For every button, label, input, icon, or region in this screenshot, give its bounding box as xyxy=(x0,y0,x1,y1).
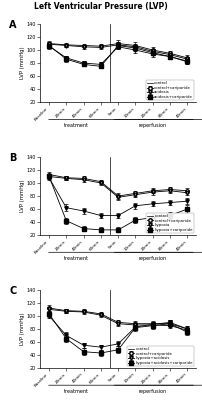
Text: Left Ventricular Pressure (LVP): Left Ventricular Pressure (LVP) xyxy=(34,2,168,11)
Text: treatment: treatment xyxy=(64,123,89,128)
Legend: control, control+cariporide, hypoxia, hypoxia+cariporide: control, control+cariporide, hypoxia, hy… xyxy=(146,213,194,233)
Y-axis label: LVP (mmHg): LVP (mmHg) xyxy=(20,312,25,345)
Text: B: B xyxy=(9,153,17,163)
Text: reperfusion: reperfusion xyxy=(138,389,166,394)
Text: reperfusion: reperfusion xyxy=(138,256,166,261)
Y-axis label: LVP (mmHg): LVP (mmHg) xyxy=(20,180,25,212)
Legend: control, control+cariporide, acidosis, acidosis+cariporide: control, control+cariporide, acidosis, a… xyxy=(146,80,194,100)
Text: A: A xyxy=(9,20,17,30)
Y-axis label: LVP (mmHg): LVP (mmHg) xyxy=(20,47,25,80)
Text: C: C xyxy=(9,286,17,296)
Text: reperfusion: reperfusion xyxy=(138,123,166,128)
Legend: control, control+cariporide, hypoxia+acidosis, hypoxia+acidosis+cariporide: control, control+cariporide, hypoxia+aci… xyxy=(127,346,194,366)
Text: treatment: treatment xyxy=(64,389,89,394)
Text: treatment: treatment xyxy=(64,256,89,261)
